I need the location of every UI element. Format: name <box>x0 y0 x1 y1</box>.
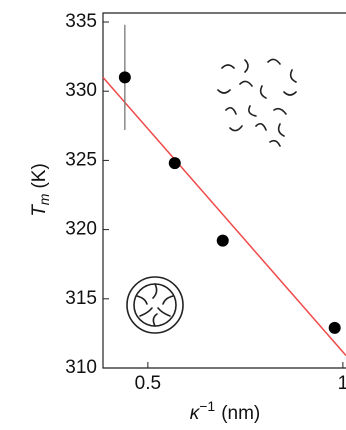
x-label-symbol: κ <box>190 403 201 424</box>
x-label-superscript: −1 <box>199 398 215 414</box>
data-point <box>216 234 229 247</box>
micelle-icon <box>126 276 184 334</box>
axes-frame <box>102 12 346 369</box>
y-tick-label: 320 <box>65 219 97 240</box>
x-tick-label: 1 <box>338 373 346 394</box>
y-axis-label: Tm (K) <box>29 163 52 217</box>
y-tick-label: 330 <box>65 80 97 101</box>
data-point <box>328 321 341 334</box>
y-tick-label: 310 <box>65 357 97 378</box>
y-tick-label: 325 <box>65 149 97 170</box>
data-point <box>168 157 181 170</box>
x-axis-label: κ−1 (nm) <box>190 398 261 424</box>
y-tick-label: 315 <box>65 288 97 309</box>
y-tick-label: 335 <box>65 11 97 32</box>
y-label-unit: (K) <box>29 163 50 188</box>
x-label-unit: (nm) <box>221 403 260 424</box>
y-label-symbol: T <box>29 204 50 217</box>
y-label-subscript: m <box>36 193 52 205</box>
fit-line <box>102 76 346 357</box>
x-tick-label: 0.5 <box>135 373 161 394</box>
dispersed-icon <box>217 58 297 147</box>
data-point <box>118 71 131 84</box>
